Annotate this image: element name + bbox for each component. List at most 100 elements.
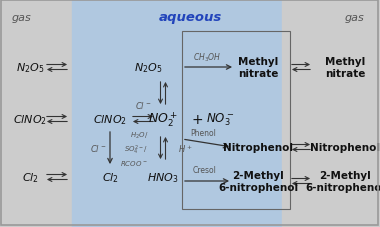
Text: Methyl
nitrate: Methyl nitrate [238,57,278,79]
Bar [291,0,292,227]
Text: $ClNO_2$: $ClNO_2$ [93,113,127,126]
Bar [301,0,302,227]
Bar [68,0,69,227]
Text: $Cl^-$: $Cl^-$ [135,100,151,111]
Bar [358,0,359,227]
Text: gas: gas [345,13,365,23]
Bar [357,0,358,227]
Bar [352,0,353,227]
Bar [29,0,30,227]
Text: $Cl_2$: $Cl_2$ [22,170,38,184]
Bar [43,0,44,227]
Bar [371,0,372,227]
Bar [182,32,290,209]
Text: $NO_2^+$: $NO_2^+$ [148,110,178,129]
Bar [63,0,64,227]
Text: 2-Methyl
6-nitrophenol: 2-Methyl 6-nitrophenol [305,170,380,192]
Bar [67,0,68,227]
Bar [370,0,371,227]
Bar [286,0,287,227]
Bar [361,0,362,227]
Text: gas: gas [12,13,32,23]
Bar [355,0,356,227]
Bar [366,0,367,227]
Bar [48,0,49,227]
Bar [1,0,2,227]
Bar [359,0,360,227]
Bar [50,0,51,227]
Bar [299,0,300,227]
Bar [282,0,380,227]
Bar [2,0,3,227]
Bar [302,0,303,227]
Bar [45,0,46,227]
Bar [25,0,26,227]
Bar [285,0,286,227]
Bar [310,0,311,227]
Bar [373,0,374,227]
Bar [20,0,21,227]
Bar [56,0,57,227]
Text: Cresol: Cresol [193,166,217,175]
Bar [304,0,305,227]
Bar [28,0,29,227]
Bar [10,0,11,227]
Bar [4,0,5,227]
Bar [375,0,376,227]
Text: $H^+$: $H^+$ [178,143,193,154]
Bar [55,0,56,227]
Bar [297,0,298,227]
Bar [51,0,52,227]
Bar [58,0,59,227]
Bar [7,0,8,227]
Bar [377,0,378,227]
Bar [300,0,301,227]
Bar [365,0,366,227]
Bar [0,0,1,227]
Bar [3,0,4,227]
Bar [288,0,289,227]
Bar [9,0,10,227]
Bar [287,0,288,227]
Bar [351,0,352,227]
Text: Methyl
nitrate: Methyl nitrate [325,57,365,79]
Bar [12,0,13,227]
Bar [376,0,377,227]
Bar [293,0,294,227]
Text: $N_2O_5$: $N_2O_5$ [134,61,162,75]
Bar [44,0,45,227]
Bar [367,0,368,227]
Bar [5,0,6,227]
Bar [19,0,20,227]
Bar [65,0,66,227]
Bar [372,0,373,227]
Bar [52,0,53,227]
Bar [16,0,17,227]
Bar [354,0,355,227]
Bar [70,0,71,227]
Bar [294,0,295,227]
Bar [353,0,354,227]
Bar [360,0,361,227]
Bar [49,0,50,227]
Text: Nitrophenol: Nitrophenol [223,142,293,152]
Bar [22,0,23,227]
Bar [295,0,296,227]
Bar [61,0,62,227]
Bar [369,0,370,227]
Bar [307,0,308,227]
Bar [72,0,282,227]
Bar [13,0,14,227]
Bar [11,0,12,227]
Text: $N_2O_5$: $N_2O_5$ [16,61,44,75]
Bar [14,0,15,227]
Text: $H_2O/$
$SO_4^{2-}/$
$RCOO^-$: $H_2O/$ $SO_4^{2-}/$ $RCOO^-$ [120,130,148,167]
Bar [6,0,7,227]
Bar [292,0,293,227]
Text: Phenol: Phenol [190,129,216,138]
Text: aqueous: aqueous [158,10,222,23]
Bar [23,0,24,227]
Bar [69,0,70,227]
Bar [47,0,48,227]
Bar [18,0,19,227]
